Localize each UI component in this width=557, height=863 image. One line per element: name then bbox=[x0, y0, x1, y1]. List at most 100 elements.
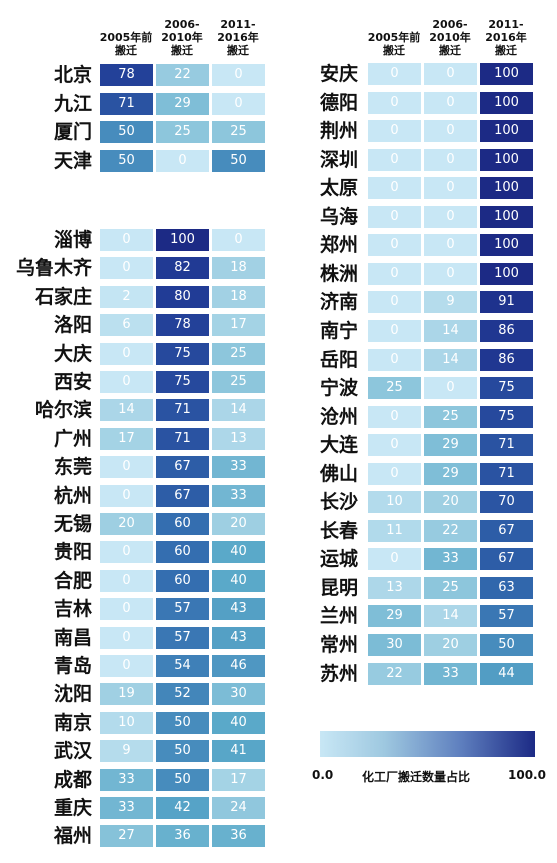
left-heatmap-cell: 33 bbox=[100, 768, 153, 791]
left-row-label: 福州 bbox=[53, 825, 92, 848]
right-heatmap-cell: 50 bbox=[480, 634, 533, 656]
right-row-label: 株洲 bbox=[319, 262, 358, 285]
right-heatmap-cell: 29 bbox=[368, 605, 421, 628]
right-row-label: 苏州 bbox=[319, 662, 358, 685]
left-heatmap-cell: 17 bbox=[212, 314, 265, 337]
left-heatmap-cell: 22 bbox=[156, 64, 209, 86]
left-heatmap-cell: 40 bbox=[212, 541, 265, 564]
right-heatmap-cell: 75 bbox=[480, 405, 533, 428]
right-heatmap-cell: 70 bbox=[480, 491, 533, 514]
right-heatmap-cell: 0 bbox=[368, 291, 421, 314]
right-heatmap-cell: 0 bbox=[424, 177, 477, 200]
right-column-header-1: 2005年前 搬迁 bbox=[367, 31, 421, 57]
left-heatmap-cell: 50 bbox=[100, 150, 153, 173]
right-heatmap-cell: 0 bbox=[424, 377, 477, 400]
left-heatmap-cell: 0 bbox=[100, 456, 153, 479]
left-heatmap-cell: 41 bbox=[212, 740, 265, 763]
right-row-label: 荆州 bbox=[319, 120, 358, 143]
right-heatmap-cell: 44 bbox=[480, 662, 533, 685]
left-heatmap-cell: 9 bbox=[100, 740, 153, 763]
left-heatmap-cell: 60 bbox=[156, 569, 209, 592]
left-row-label: 武汉 bbox=[53, 740, 92, 763]
left-heatmap-cell: 20 bbox=[212, 513, 265, 535]
left-heatmap-cell: 0 bbox=[100, 229, 153, 251]
left-heatmap-cell: 17 bbox=[100, 427, 153, 450]
right-heatmap-cell: 20 bbox=[424, 634, 477, 656]
left-heatmap-cell: 57 bbox=[156, 626, 209, 649]
right-heatmap-cell: 33 bbox=[424, 548, 477, 571]
left-heatmap-cell: 0 bbox=[100, 541, 153, 564]
left-row-label: 西安 bbox=[53, 371, 92, 393]
right-heatmap-cell: 25 bbox=[368, 377, 421, 400]
legend-color-bar bbox=[320, 731, 535, 757]
left-heatmap-cell: 50 bbox=[156, 768, 209, 791]
right-heatmap-cell: 100 bbox=[480, 91, 533, 114]
left-heatmap-cell: 14 bbox=[212, 399, 265, 422]
right-row-label: 常州 bbox=[319, 634, 358, 656]
left-row-label: 贵阳 bbox=[53, 541, 92, 564]
right-heatmap-cell: 86 bbox=[480, 348, 533, 371]
right-row-label: 运城 bbox=[319, 548, 358, 571]
left-heatmap-cell: 25 bbox=[212, 371, 265, 393]
left-heatmap-cell: 27 bbox=[100, 825, 153, 848]
left-heatmap-cell: 54 bbox=[156, 655, 209, 677]
left-row-label: 洛阳 bbox=[53, 314, 92, 337]
right-heatmap-cell: 22 bbox=[368, 662, 421, 685]
left-heatmap-cell: 67 bbox=[156, 456, 209, 479]
right-heatmap-cell: 0 bbox=[368, 234, 421, 257]
left-row-label: 东莞 bbox=[53, 456, 92, 479]
right-row-label: 长春 bbox=[319, 519, 358, 542]
right-heatmap-cell: 100 bbox=[480, 205, 533, 228]
left-heatmap-cell: 0 bbox=[100, 342, 153, 365]
left-heatmap-cell: 10 bbox=[100, 711, 153, 734]
left-heatmap-cell: 36 bbox=[212, 825, 265, 848]
left-column-header-1: 2005年前 搬迁 bbox=[99, 31, 153, 57]
left-heatmap-cell: 2 bbox=[100, 285, 153, 308]
right-heatmap-cell: 0 bbox=[368, 177, 421, 200]
right-row-label: 岳阳 bbox=[319, 348, 358, 371]
left-heatmap-cell: 29 bbox=[156, 92, 209, 115]
right-heatmap-cell: 0 bbox=[424, 120, 477, 143]
right-heatmap-cell: 63 bbox=[480, 576, 533, 599]
right-heatmap-cell: 0 bbox=[368, 462, 421, 485]
right-heatmap-cell: 0 bbox=[368, 120, 421, 143]
left-row-label: 南京 bbox=[53, 711, 92, 734]
right-row-label: 沧州 bbox=[319, 405, 358, 428]
right-heatmap-cell: 0 bbox=[368, 148, 421, 171]
right-heatmap-cell: 71 bbox=[480, 462, 533, 485]
legend-max-label: 100.0 bbox=[508, 768, 546, 782]
left-heatmap-cell: 18 bbox=[212, 257, 265, 280]
left-row-label: 杭州 bbox=[53, 484, 92, 507]
right-heatmap-cell: 0 bbox=[424, 262, 477, 285]
right-heatmap-cell: 75 bbox=[480, 377, 533, 400]
right-heatmap-cell: 0 bbox=[424, 205, 477, 228]
left-heatmap-cell: 71 bbox=[156, 427, 209, 450]
right-heatmap-cell: 33 bbox=[424, 662, 477, 685]
left-heatmap-cell: 75 bbox=[156, 342, 209, 365]
left-heatmap-cell: 17 bbox=[212, 768, 265, 791]
left-row-label: 吉林 bbox=[53, 598, 92, 621]
left-heatmap-cell: 14 bbox=[100, 399, 153, 422]
right-heatmap-cell: 100 bbox=[480, 234, 533, 257]
left-row-label: 成都 bbox=[53, 768, 92, 791]
right-heatmap-cell: 25 bbox=[424, 405, 477, 428]
right-row-label: 济南 bbox=[319, 291, 358, 314]
right-heatmap-cell: 0 bbox=[368, 319, 421, 342]
left-heatmap-cell: 50 bbox=[156, 711, 209, 734]
right-heatmap-cell: 0 bbox=[424, 234, 477, 257]
right-heatmap-cell: 0 bbox=[424, 91, 477, 114]
right-heatmap-cell: 29 bbox=[424, 462, 477, 485]
left-heatmap-cell: 0 bbox=[212, 92, 265, 115]
left-row-label: 重庆 bbox=[53, 797, 92, 819]
right-heatmap-cell: 67 bbox=[480, 548, 533, 571]
right-heatmap-cell: 57 bbox=[480, 605, 533, 628]
left-heatmap-cell: 0 bbox=[100, 257, 153, 280]
right-row-label: 昆明 bbox=[319, 576, 358, 599]
right-heatmap-cell: 25 bbox=[424, 576, 477, 599]
left-row-label: 乌鲁木齐 bbox=[15, 257, 92, 280]
left-heatmap-cell: 33 bbox=[212, 456, 265, 479]
left-heatmap-cell: 80 bbox=[156, 285, 209, 308]
right-heatmap-cell: 0 bbox=[368, 434, 421, 457]
left-row-label: 哈尔滨 bbox=[34, 399, 92, 422]
left-heatmap-cell: 0 bbox=[212, 229, 265, 251]
